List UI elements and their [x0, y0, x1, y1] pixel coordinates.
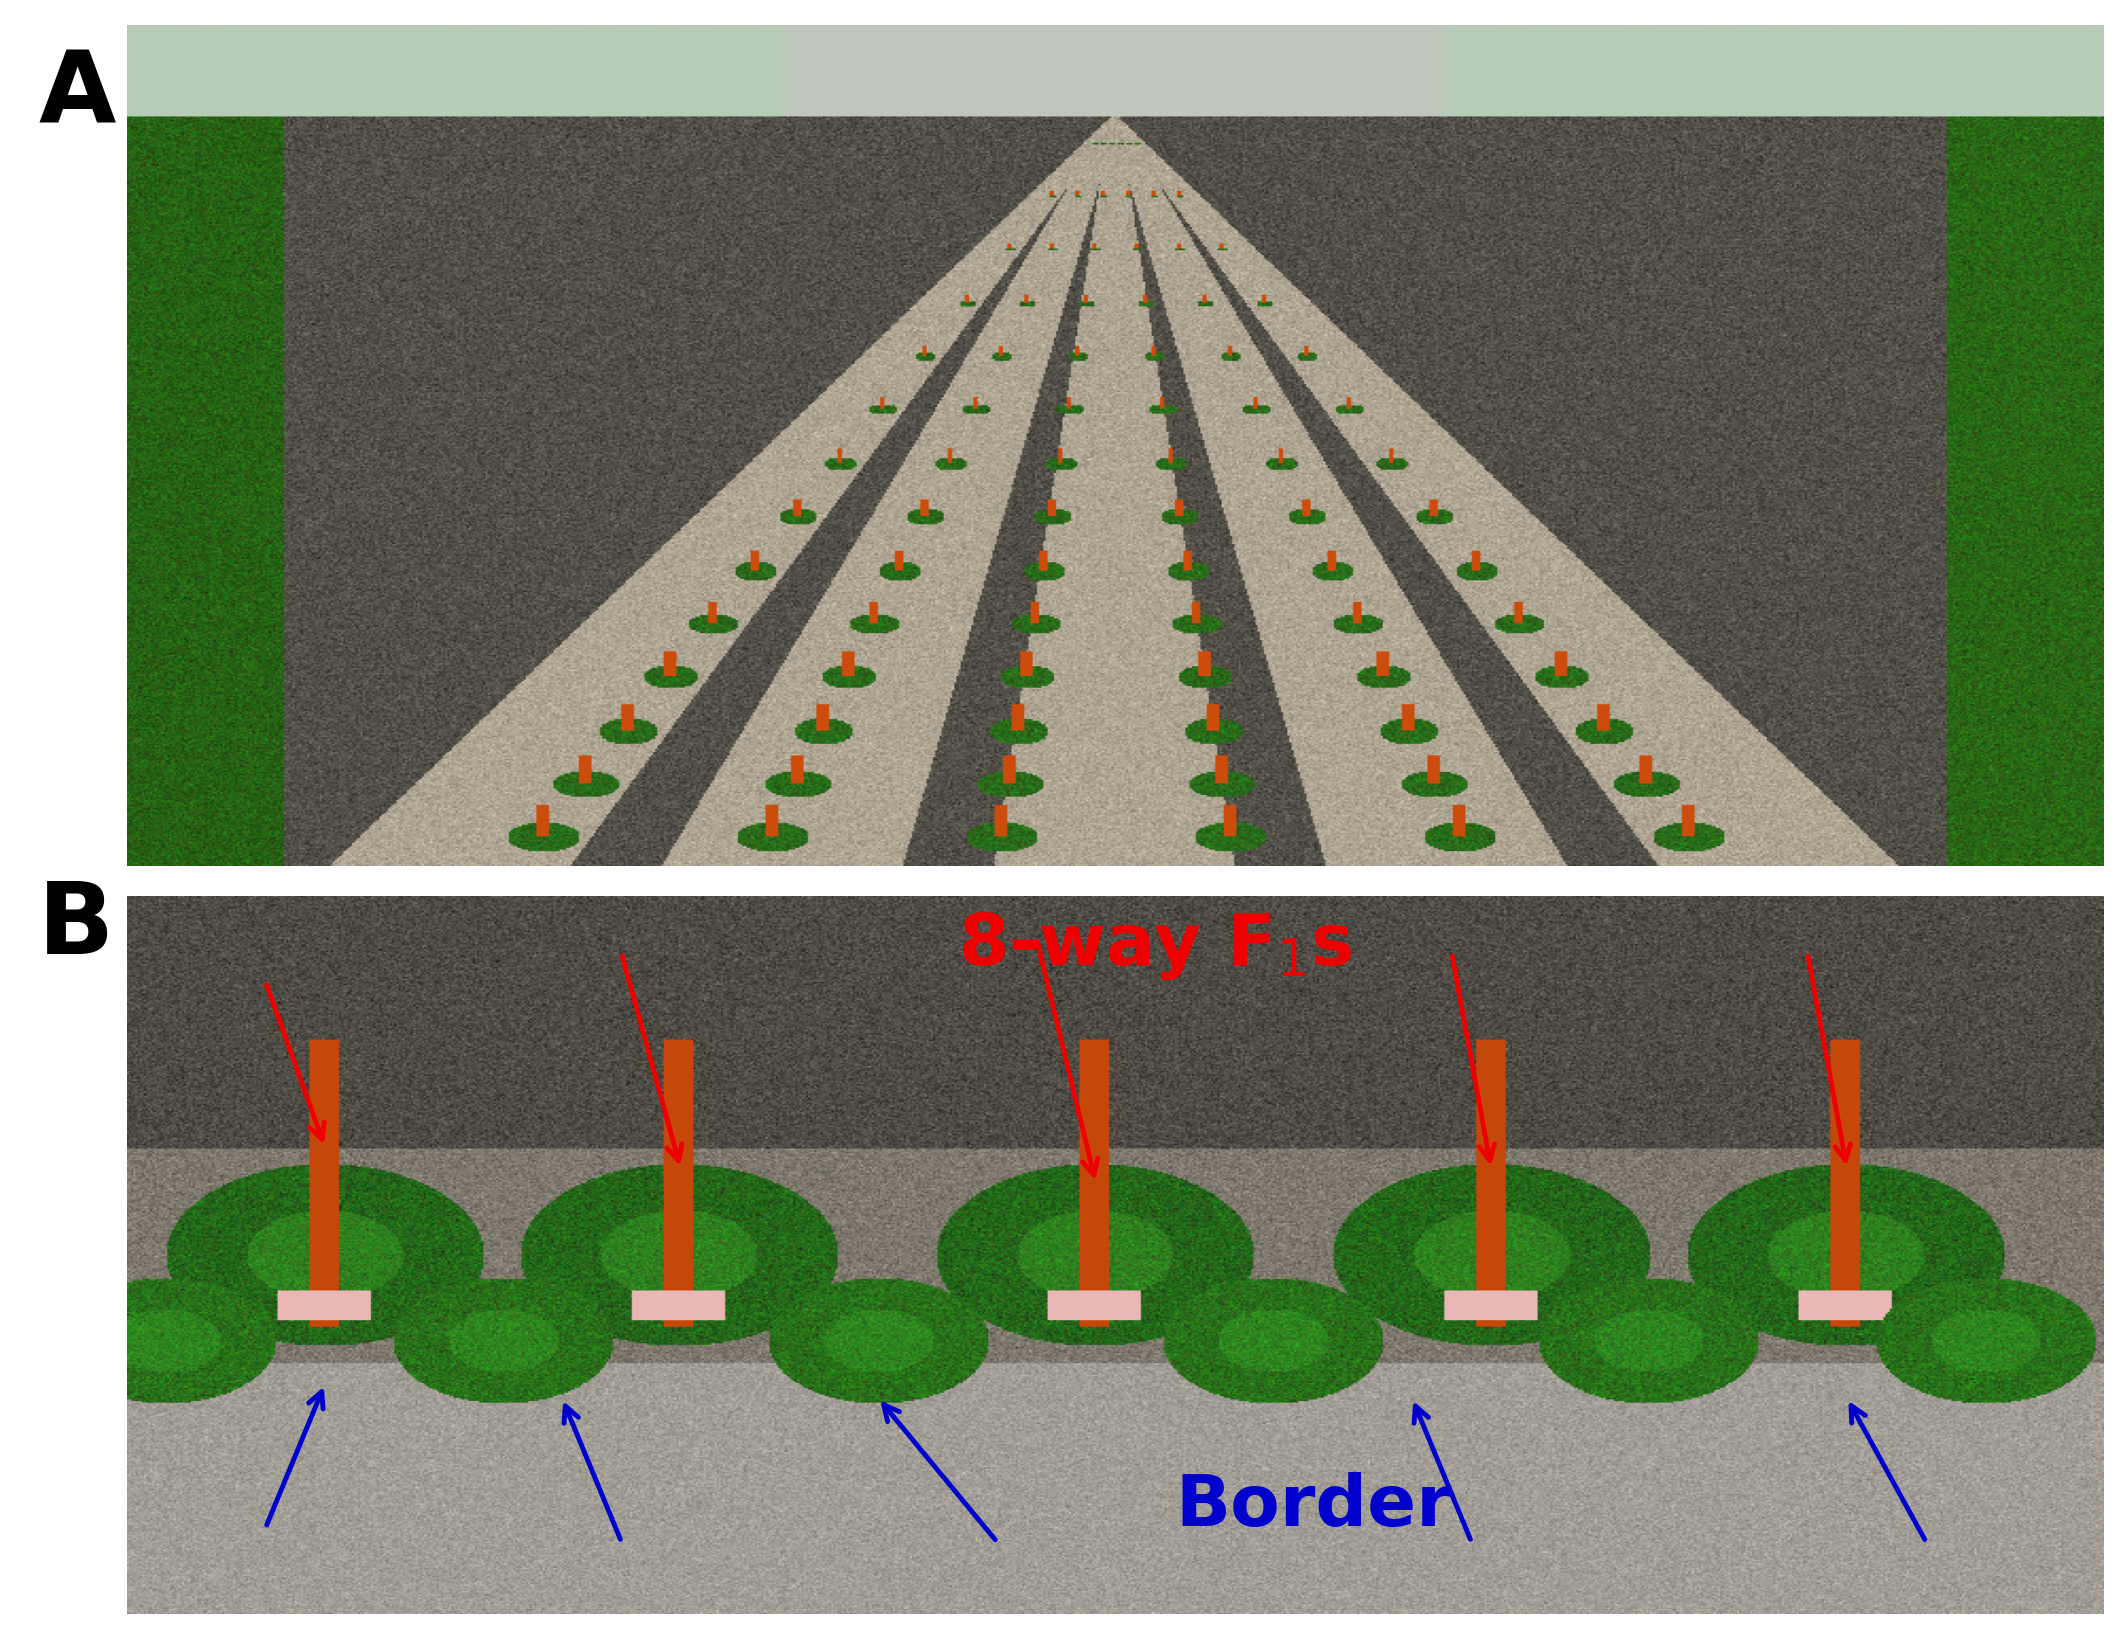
- Text: Border: Border: [1175, 1472, 1451, 1541]
- Text: 8-way F$_1$s: 8-way F$_1$s: [959, 911, 1351, 982]
- Text: A: A: [38, 46, 115, 144]
- Text: B: B: [38, 878, 115, 975]
